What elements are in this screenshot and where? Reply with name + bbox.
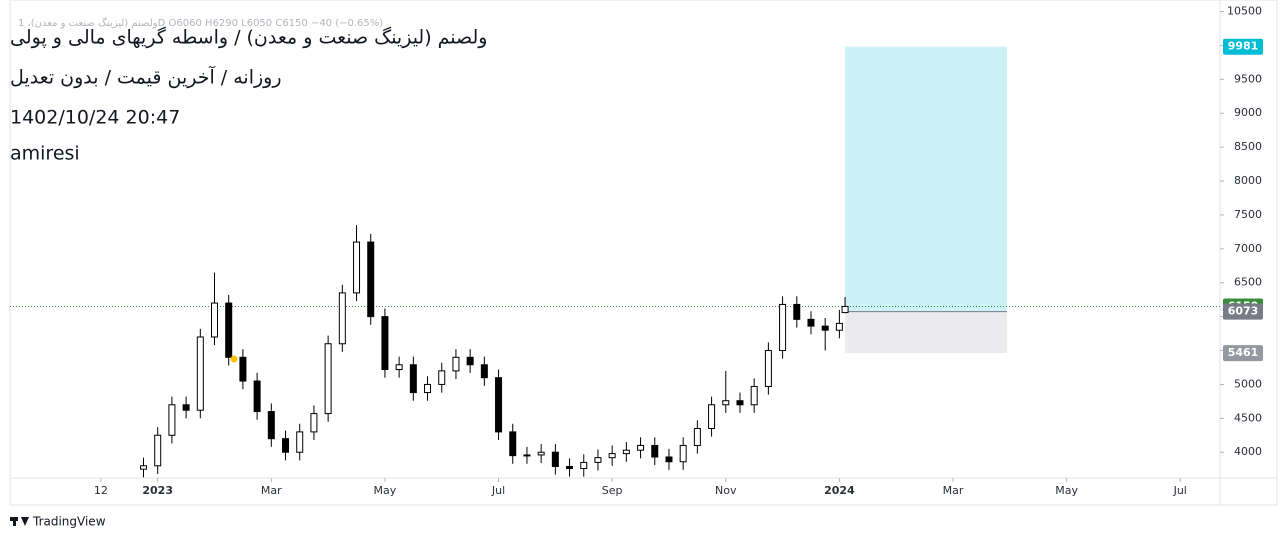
x-tick-label: 12 (94, 484, 108, 497)
x-tick-label: Nov (715, 484, 737, 497)
candle-body (835, 322, 843, 331)
candle-body (225, 302, 233, 358)
candle-body (338, 292, 346, 345)
x-tick-label: May (374, 484, 397, 497)
candle-body (395, 364, 403, 371)
candle-body (693, 428, 701, 446)
entry-price-box (1223, 303, 1263, 320)
frame (9, 0, 1278, 506)
candle-body (466, 356, 474, 366)
candle-body (438, 370, 446, 385)
y-tick-label: 7500 (1234, 208, 1262, 221)
candle-body (523, 454, 531, 457)
candle-body (409, 364, 417, 394)
x-tick-label: May (1055, 484, 1078, 497)
x-tick-label: Mar (943, 484, 964, 497)
y-tick-label: 7000 (1234, 242, 1262, 255)
y-tick-label: 8000 (1234, 174, 1262, 187)
candle-body (807, 318, 815, 327)
target-price-label: 9981 (1228, 40, 1259, 53)
candle-body (537, 451, 545, 456)
brand-name: TradingView (32, 515, 106, 529)
candle-body (750, 385, 758, 406)
y-tick-label: 9500 (1234, 72, 1262, 85)
candle-body (736, 400, 744, 406)
entry-price-label: 6073 (1228, 305, 1259, 318)
candle-body (679, 444, 687, 463)
plot-area (10, 46, 1220, 478)
candle-body (239, 356, 247, 382)
candle-body (282, 438, 290, 453)
y-tick-label: 9000 (1234, 106, 1262, 119)
x-tick-label: Jul (491, 484, 505, 497)
candle-body (182, 404, 190, 411)
candle-body (779, 303, 787, 352)
watermark-title: ولصنم (لیزینگ صنعت و معدن) / واسطه گریها… (10, 26, 488, 49)
target-price-box (1223, 38, 1263, 55)
candle-body (196, 336, 204, 411)
candle-body (793, 303, 801, 320)
candle-body (267, 411, 275, 440)
candle-body (841, 305, 849, 314)
candle-body (381, 316, 389, 371)
x-tick-label: Jul (1173, 484, 1187, 497)
candle-body (764, 350, 772, 387)
target-zone (845, 46, 1007, 312)
candle-body (509, 431, 517, 457)
candle-body (367, 241, 375, 318)
y-tick-label: 5000 (1234, 377, 1262, 390)
candle-body (480, 364, 488, 379)
candle-body (211, 302, 219, 338)
y-tick-label: 8500 (1234, 140, 1262, 153)
candle-body (495, 377, 503, 433)
candle-body (637, 444, 645, 451)
candle-body (665, 456, 673, 463)
candle-body (608, 453, 616, 459)
candle-body (353, 241, 361, 294)
y-tick-label: 10500 (1227, 5, 1262, 18)
candle-body (139, 465, 147, 470)
x-tick-label: Mar (261, 484, 282, 497)
candle-body (821, 325, 829, 331)
candle-body (324, 343, 332, 415)
candle-body (296, 431, 304, 453)
candle-body (551, 451, 559, 467)
event-marker (230, 355, 238, 363)
candle-body (452, 356, 460, 372)
stop-price-box (1223, 345, 1263, 362)
candle-body (168, 404, 176, 436)
x-tick-label: 2024 (824, 484, 855, 497)
candle-body (651, 444, 659, 458)
candle-body (310, 413, 318, 433)
watermark-interval: روزانه / آخرین قیمت / بدون تعدیل (10, 65, 282, 89)
candle-body (622, 449, 630, 455)
stop-price-label: 5461 (1228, 346, 1259, 359)
y-tick-label: 4500 (1234, 411, 1262, 424)
candle-body (594, 457, 602, 463)
watermark-author: amiresi (10, 143, 80, 165)
candle-body (424, 383, 432, 394)
stop-zone (845, 311, 1007, 354)
brand-logo (10, 517, 29, 526)
watermark-date: 1402/10/24 20:47 (10, 107, 180, 129)
y-tick-label: 4000 (1234, 445, 1262, 458)
candle-body (580, 461, 588, 470)
candle-body (154, 434, 162, 467)
candle-body (722, 400, 730, 406)
x-tick-label: Sep (602, 484, 623, 497)
candle-body (253, 380, 261, 413)
ohlc-legend: ولصنم (لیزینگ صنعت و معدن)، 1D O6060 H62… (18, 17, 383, 29)
candle-body (566, 465, 574, 470)
y-tick-label: 6500 (1234, 276, 1262, 289)
candle-body (708, 404, 716, 430)
x-tick-label: 2023 (142, 484, 173, 497)
